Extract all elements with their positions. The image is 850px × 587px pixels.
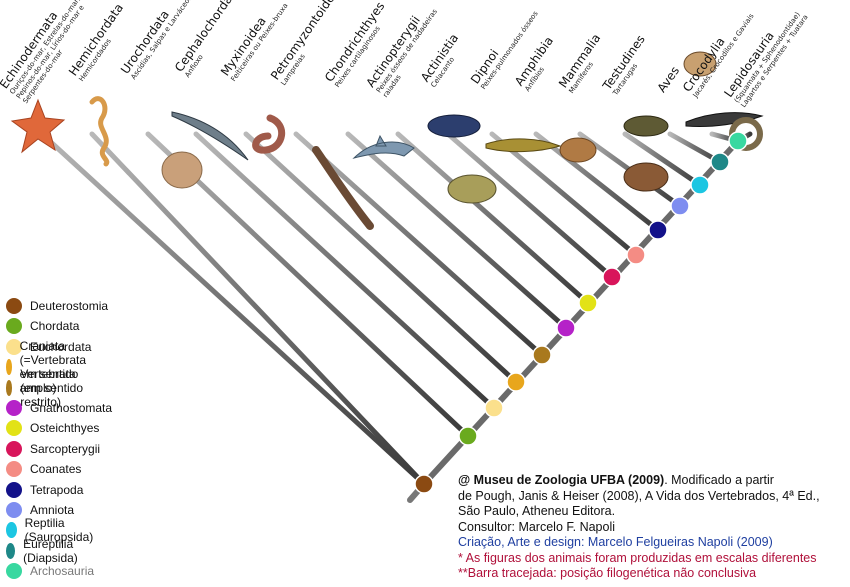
clade-node (578, 293, 598, 313)
turtle-icon (623, 115, 669, 137)
legend-label: Chordata (30, 319, 80, 334)
crocodile-icon (685, 112, 764, 127)
terminal-branch (445, 131, 615, 280)
clade-node (506, 372, 526, 392)
legend-item: Gnathostomata (6, 398, 112, 418)
legend-color-dot (6, 359, 12, 376)
clade-node (670, 196, 690, 216)
legend-label: Sarcopterygii (30, 441, 101, 456)
terminal-branch (395, 131, 591, 306)
legend-label: Deuterostomia (30, 299, 109, 313)
terminal-branch (622, 131, 703, 188)
terminal-branch (243, 131, 519, 385)
credits-design: Criação, Arte e design: Marcelo Felgueir… (458, 535, 773, 549)
legend-label: Osteichthyes (30, 421, 100, 436)
frog-icon (559, 137, 597, 163)
terminal-branch (89, 131, 427, 487)
legend-color-dot (6, 461, 22, 478)
clade-node (626, 245, 646, 265)
legend-label: Amniota (30, 503, 75, 517)
clade-node (484, 398, 504, 418)
legend-item: Osteichthyes (6, 418, 99, 438)
legend-item: Amniota (6, 500, 74, 520)
legend-color-dot (6, 502, 22, 518)
credits-line-2: de Pough, Janis & Heiser (2008), A Vida … (458, 488, 820, 503)
bird-icon (683, 51, 717, 77)
credits-block: @ Museu de Zoologia UFBA (2009). Modific… (458, 473, 848, 582)
terminal-branch (489, 131, 639, 258)
credits-note-scale: * As figuras dos animais foram produzida… (458, 550, 817, 565)
legend-item: Craniata (=Vertebrata em sentido amplo) (6, 339, 96, 395)
terminal-branch (533, 131, 661, 233)
credits-line-1: @ Museu de Zoologia UFBA (2009). Modific… (458, 473, 848, 489)
legend-color-dot (6, 481, 22, 498)
credits-consultant: Consultor: Marcelo F. Napoli (458, 519, 616, 534)
legend-color-dot (6, 563, 22, 580)
terminal-branch (39, 131, 427, 487)
legend-label: Eureptilia (Diapsida) (23, 536, 78, 565)
clade-node (728, 131, 748, 151)
legend-item: Sarcopterygii (6, 439, 100, 459)
coelacanth-icon (427, 114, 481, 138)
credits-line-1-rest: . Modificado a partir (664, 473, 774, 487)
credits-title: @ Museu de Zoologia UFBA (2009) (458, 473, 665, 487)
lungfish-icon (485, 138, 562, 153)
legend-item: Chordata (6, 316, 79, 336)
legend-item: Tetrapoda (6, 480, 83, 500)
clade-node (690, 175, 710, 195)
terminal-branch (345, 131, 569, 331)
legend-item: Archosauria (6, 561, 94, 581)
credits-note-dashed: **Barra tracejada: posição filogenética … (458, 566, 757, 580)
terminal-branch (145, 131, 471, 439)
clade-node (556, 318, 576, 338)
legend-color-dot (6, 440, 22, 457)
lancelet-icon (171, 111, 249, 161)
clade-node (648, 220, 668, 240)
piranha-icon (447, 174, 497, 204)
legend-color-dot (6, 400, 22, 416)
clade-node (414, 474, 434, 494)
legend-item: Eureptilia (Diapsida) (6, 537, 85, 565)
legend-item: Vertebrata (em sentido restrito) (6, 367, 85, 409)
legend-color-dot (6, 338, 22, 355)
legend-item: Reptilia (Sauropsida) (6, 516, 99, 544)
clade-node (532, 345, 552, 365)
legend-label: Tetrapoda (30, 482, 84, 497)
terminal-branch (293, 131, 545, 358)
clade-node (602, 267, 622, 287)
legend-label: Archosauria (30, 564, 95, 579)
legend-item: Coanates (6, 459, 81, 479)
legend-label: Craniata (=Vertebrata em sentido amplo) (19, 339, 87, 396)
credits-line-3: São Paulo, Atheneu Editora. (458, 504, 616, 518)
legend-color-dot (6, 298, 22, 314)
legend-item: Deuterostomia (6, 296, 108, 316)
legend-label: Gnathostomata (30, 401, 113, 415)
starfish-icon (10, 98, 66, 154)
legend-label: Vertebrata (em sentido restrito) (20, 366, 83, 409)
legend-color-dot (6, 420, 22, 437)
legend-label: Coanates (30, 462, 82, 477)
clade-node (458, 426, 478, 446)
legend-color-dot (6, 542, 16, 559)
clade-node (710, 152, 730, 172)
terminal-branch (193, 131, 497, 411)
legend-label: Euchordata (30, 339, 92, 354)
hagfish-icon (252, 114, 285, 154)
legend-label: Reptilia (Sauropsida) (24, 516, 94, 545)
legend-color-dot (6, 318, 22, 335)
shark-icon (352, 134, 415, 159)
legend-color-dot (6, 522, 17, 539)
acorn-worm-icon (89, 96, 110, 167)
legend-item: Euchordata (6, 337, 91, 357)
legend-color-dot (6, 379, 13, 396)
lamprey-icon (312, 146, 374, 230)
capybara-icon (623, 162, 669, 192)
tunicate-icon (161, 151, 203, 189)
